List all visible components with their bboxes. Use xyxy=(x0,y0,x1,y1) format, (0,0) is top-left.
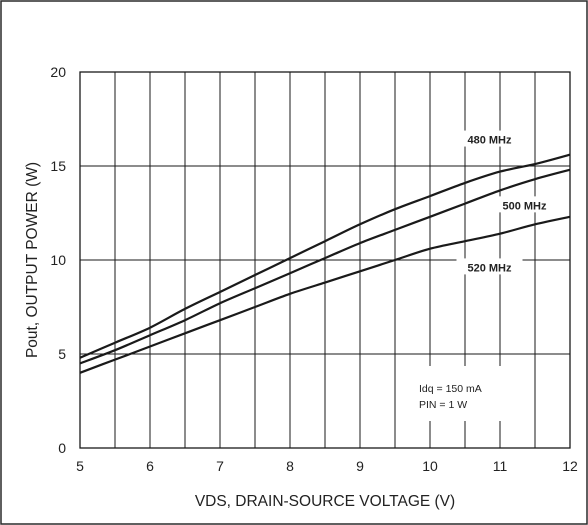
annotation-idq: Idq = 150 mA xyxy=(419,383,482,395)
series-label-2: 520 MHz xyxy=(467,262,512,274)
series-line-1 xyxy=(79,168,571,365)
series-label-backdrop xyxy=(491,196,558,213)
x-tick-labels: 5 6 7 8 9 10 11 12 xyxy=(76,458,578,474)
series-line-2 xyxy=(79,215,571,374)
x-tick-label: 10 xyxy=(422,458,438,474)
y-tick-label: 5 xyxy=(58,346,66,362)
x-axis-label: VDS, DRAIN-SOURCE VOLTAGE (V) xyxy=(195,493,455,510)
series-label-0: 480 MHz xyxy=(467,135,512,147)
x-tick-label: 11 xyxy=(493,458,508,474)
x-tick-label: 6 xyxy=(146,458,154,474)
annotation-pin: PIN = 1 W xyxy=(419,399,467,411)
x-tick-label: 8 xyxy=(286,458,294,474)
y-tick-labels: 0 5 10 15 20 xyxy=(50,64,66,456)
y-tick-label: 20 xyxy=(50,64,66,80)
annotation-box xyxy=(413,366,519,421)
series-label-backdrop xyxy=(456,130,523,147)
x-tick-label: 7 xyxy=(216,458,224,474)
series-line-0 xyxy=(79,153,571,359)
x-tick-label: 5 xyxy=(76,458,84,474)
y-tick-label: 15 xyxy=(50,158,66,174)
x-tick-label: 12 xyxy=(562,458,578,474)
x-tick-label: 9 xyxy=(356,458,364,474)
series-label-1: 500 MHz xyxy=(502,200,547,212)
y-tick-label: 0 xyxy=(58,440,66,456)
series-label-backdrop xyxy=(456,258,523,275)
series-layer xyxy=(79,153,571,374)
series-labels: 480 MHz 500 MHz 520 MHz xyxy=(456,130,558,275)
y-axis-label: Pout, OUTPUT POWER (W) xyxy=(24,162,41,358)
y-tick-label: 10 xyxy=(50,252,66,268)
